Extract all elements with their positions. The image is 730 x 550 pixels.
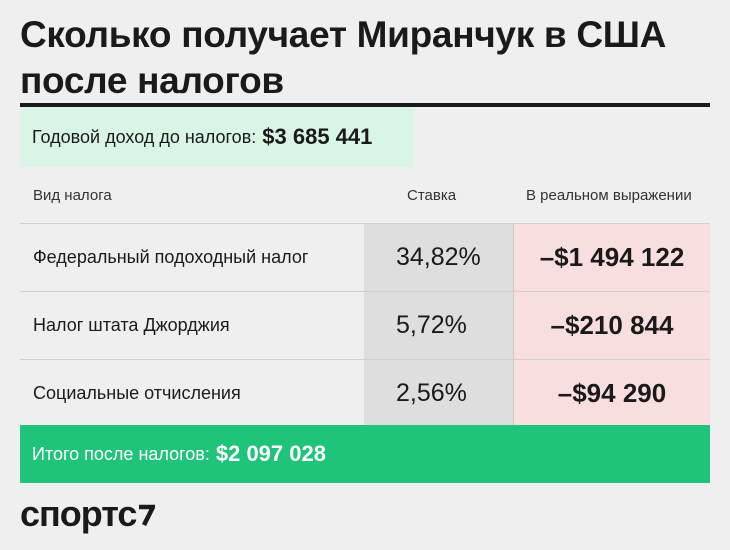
income-banner: Годовой доход до налогов: $3 685 441 bbox=[20, 107, 413, 167]
brand-logo: спортс bbox=[20, 493, 156, 534]
table-row: Налог штата Джорджия 5,72% –$210 844 bbox=[20, 292, 710, 360]
header-tax-type: Вид налога bbox=[33, 186, 112, 204]
table-header: Вид налога Ставка В реальном выражении bbox=[20, 167, 710, 224]
tax-name: Федеральный подоходный налог bbox=[33, 247, 309, 267]
tax-amount: –$94 290 bbox=[514, 360, 710, 427]
table-row: Социальные отчисления 2,56% –$94 290 bbox=[20, 360, 710, 428]
header-amount: В реальном выражении bbox=[526, 186, 692, 204]
tax-name: Социальные отчисления bbox=[33, 383, 241, 403]
tax-amount: –$1 494 122 bbox=[514, 224, 710, 291]
brand-logo-text: спортс bbox=[20, 493, 137, 534]
tax-rate: 2,56% bbox=[364, 360, 514, 427]
tax-table: Вид налога Ставка В реальном выражении Ф… bbox=[20, 167, 710, 428]
tax-name: Налог штата Джорджия bbox=[33, 315, 230, 335]
total-label: Итого после налогов: bbox=[32, 443, 210, 464]
total-value: $2 097 028 bbox=[215, 441, 326, 466]
tax-amount: –$210 844 bbox=[514, 292, 710, 359]
income-value: $3 685 441 bbox=[262, 124, 373, 149]
table-row: Федеральный подоходный налог 34,82% –$1 … bbox=[20, 224, 710, 292]
header-rate: Ставка bbox=[407, 186, 457, 204]
page-title: Сколько получает Миранчук в США после на… bbox=[20, 14, 667, 101]
logo-mark-icon bbox=[139, 504, 156, 527]
title-divider bbox=[20, 103, 710, 107]
income-label: Годовой доход до налогов: bbox=[32, 126, 257, 147]
tax-rate: 34,82% bbox=[364, 224, 514, 291]
tax-rate: 5,72% bbox=[364, 292, 514, 359]
total-banner: Итого после налогов: $2 097 028 bbox=[20, 425, 710, 483]
